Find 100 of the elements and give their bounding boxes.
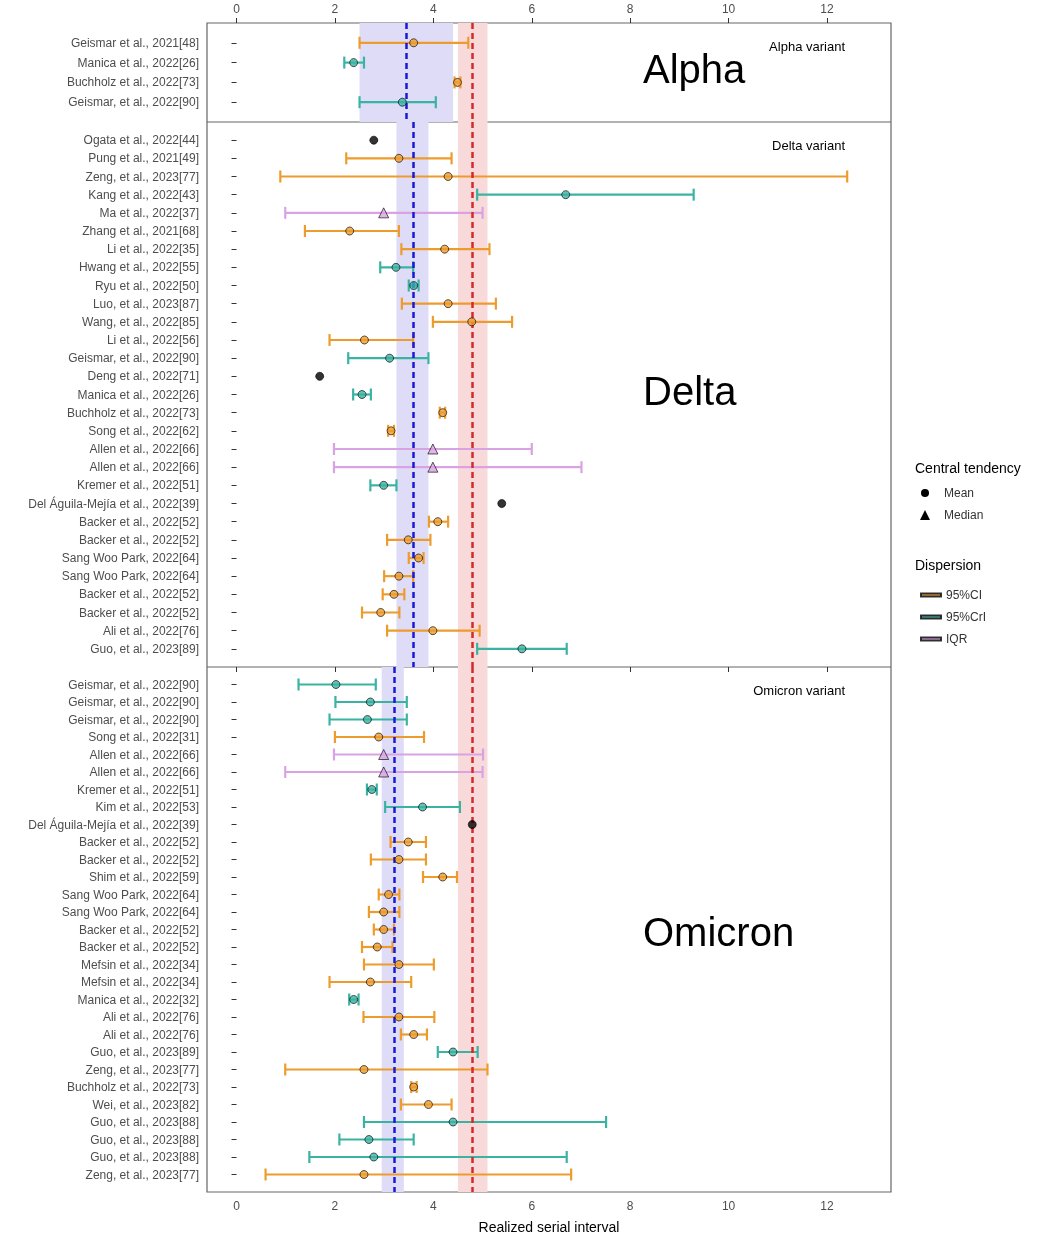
y-tick-label: Backer et al., 2022[52] (78, 852, 199, 867)
point (424, 1100, 433, 1109)
text: Mean (944, 486, 975, 500)
point (433, 517, 443, 527)
y-tick-label: Li et al., 2022[35] (106, 242, 199, 257)
y-tick-label: Li et al., 2022[56] (106, 333, 199, 347)
y-tick-label: Luo, et al., 2023[87] (92, 296, 199, 311)
point (378, 766, 390, 778)
point (359, 1065, 369, 1074)
point (467, 317, 477, 327)
point (448, 1047, 458, 1057)
y-tick-label: Backer et al., 2022[52] (78, 605, 199, 620)
annotation: Omicron (643, 910, 795, 954)
y-tick-label: Ogata et al., 2022[44] (83, 133, 199, 148)
y-tick-label: Guo, et al., 2023[89] (90, 641, 199, 656)
point (363, 715, 372, 724)
y-tick-label: Sang Woo Park, 2022[64] (61, 887, 199, 902)
y-tick-label: Kremer et al., 2022[51] (76, 478, 199, 493)
y-tick-label: Kim et al., 2022[53] (95, 800, 199, 814)
y-tick-label: Geismar, et al., 2022[90] (68, 712, 199, 727)
x2-tick-label: 0 (233, 2, 241, 16)
point (345, 226, 355, 236)
y-tick-label: Wang, et al., 2022[85] (82, 314, 199, 329)
point (394, 960, 404, 969)
point (389, 589, 399, 599)
point (448, 1117, 458, 1127)
text: Omicron variant (753, 683, 846, 698)
point (427, 443, 439, 455)
y-tick-label: Sang Woo Park, 2022[64] (61, 905, 199, 919)
y-tick-label: Sang Woo Park, 2022[64] (61, 551, 199, 565)
point (364, 1135, 374, 1144)
text: Central tendency (915, 460, 1021, 476)
point (403, 837, 413, 847)
point (438, 408, 448, 418)
point (315, 371, 325, 381)
x2-tick-label: 6 (528, 2, 536, 16)
point (467, 820, 477, 829)
y-tick-label: Geismar, et al., 2022[90] (68, 695, 199, 709)
point (379, 925, 389, 934)
y-tick-label: Backer et al., 2022[52] (78, 940, 199, 954)
point (379, 480, 389, 490)
point (378, 749, 390, 760)
point (357, 390, 367, 399)
y-tick-label: Zhang et al., 2021[68] (82, 224, 199, 238)
y-tick-label: Shim et al., 2022[59] (88, 870, 199, 884)
text: Alpha (643, 46, 747, 91)
point (403, 535, 413, 545)
point (397, 97, 407, 107)
point (497, 499, 507, 508)
x-tick-label: 4 (430, 1199, 438, 1213)
y-tick-label: Ali et al., 2022[76] (102, 623, 199, 638)
x-tick-label: 6 (528, 1199, 536, 1213)
text: Delta variant (772, 138, 846, 153)
point (561, 190, 571, 200)
y-tick-label: Ali et al., 2022[76] (102, 1027, 199, 1042)
x-tick-label: 10 (721, 1199, 736, 1213)
y-tick-label: Backer et al., 2022[52] (78, 532, 199, 547)
y-tick-label: Buchholz et al., 2022[73] (66, 405, 199, 420)
point (379, 907, 389, 917)
y-tick-label: Guo, et al., 2023[88] (90, 1115, 199, 1129)
y-tick-label: Mefsin et al., 2022[34] (80, 957, 199, 972)
y-tick-label: Deng et al., 2022[71] (87, 369, 199, 384)
y-tick-label: Backer et al., 2022[52] (78, 587, 199, 602)
legend-label: 95%CI (946, 588, 983, 602)
y-tick-label: Buchholz et al., 2022[73] (66, 75, 199, 90)
point (409, 1030, 419, 1039)
y-tick-label: Wei, et al., 2023[82] (92, 1097, 199, 1112)
point (349, 58, 359, 67)
x2-tick-label: 2 (331, 2, 339, 16)
x-axis-title: Realized serial interval (478, 1219, 620, 1235)
y-tick-label: Allen et al., 2022[66] (89, 442, 199, 456)
point (443, 299, 453, 309)
point (378, 207, 390, 219)
point (418, 802, 427, 812)
y-tick-label: Manica et al., 2022[26] (77, 387, 199, 402)
text: Alpha variant (769, 39, 846, 54)
point (359, 1170, 369, 1179)
y-tick-label: Guo, et al., 2023[88] (90, 1132, 199, 1147)
x-tick-label: 12 (820, 1199, 835, 1213)
point (427, 461, 439, 473)
y-tick-label: Guo, et al., 2023[88] (90, 1150, 199, 1164)
point (394, 571, 404, 581)
point (517, 644, 527, 654)
y-tick-label: Sang Woo Park, 2022[64] (61, 569, 199, 584)
legend-label: IQR (946, 632, 968, 646)
y-tick-label: Geismar et al., 2021[48] (70, 35, 199, 50)
y-tick-label: Ma et al., 2022[37] (99, 205, 199, 220)
y-tick-label: Mefsin et al., 2022[34] (80, 975, 199, 989)
y-tick-label: Zeng, et al., 2023[77] (85, 169, 199, 184)
point (374, 732, 384, 742)
y-tick-label: Kremer et al., 2022[51] (76, 782, 199, 797)
y-tick-label: Song et al., 2022[62] (88, 423, 199, 438)
annotation: Delta (643, 368, 738, 413)
x2-tick-label: 10 (721, 2, 736, 16)
point (384, 890, 393, 899)
point (394, 1012, 404, 1022)
point (369, 1152, 379, 1162)
legend-label: 95%CrI (946, 610, 987, 624)
y-tick-label: Backer et al., 2022[52] (78, 835, 199, 849)
x2-tick-label: 8 (626, 2, 634, 16)
